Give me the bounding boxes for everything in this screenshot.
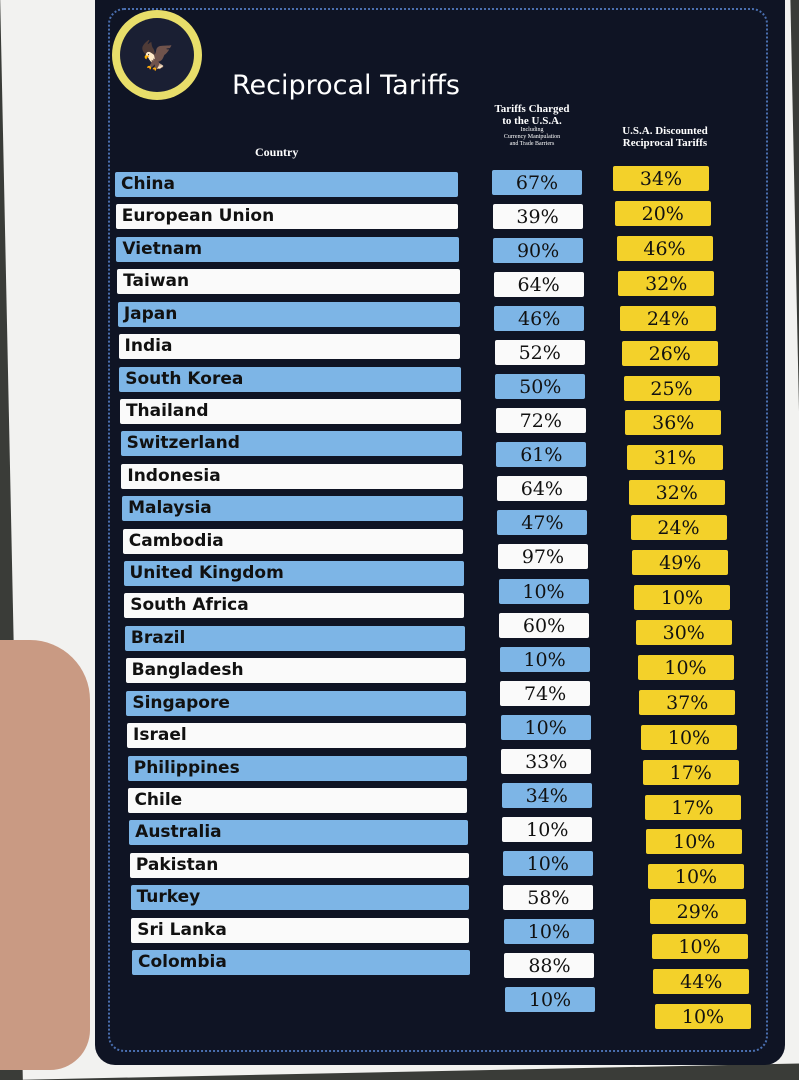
- country-cell: Sri Lanka: [131, 917, 470, 943]
- charged-cell: 72%: [495, 408, 586, 434]
- charged-cell: 39%: [492, 204, 583, 230]
- charged-cell: 67%: [492, 170, 582, 195]
- charged-cell: 50%: [495, 374, 586, 400]
- country-cell: Vietnam: [116, 236, 459, 262]
- charged-cell: 64%: [496, 476, 587, 502]
- discounted-cell: 10%: [651, 934, 748, 960]
- discounted-cell: 24%: [630, 515, 727, 541]
- charged-cell: 10%: [500, 714, 591, 740]
- charged-cell: 90%: [493, 238, 584, 264]
- charged-cell: 34%: [501, 782, 592, 808]
- country-cell: South Africa: [124, 593, 465, 619]
- discounted-cell: 10%: [646, 829, 743, 855]
- presidential-seal-icon: 🦅: [112, 10, 202, 100]
- country-cell: Thailand: [119, 398, 462, 424]
- header-discounted-line1: U.S.A. Discounted: [622, 125, 708, 137]
- discounted-cell: 30%: [635, 619, 732, 645]
- discounted-cell: 44%: [653, 969, 750, 995]
- discounted-cell: 46%: [616, 235, 713, 261]
- discounted-cell: 17%: [644, 794, 741, 820]
- header-charged-line2: to the U.S.A.: [502, 115, 562, 127]
- charged-cell: 97%: [497, 544, 588, 570]
- charged-cell: 46%: [494, 306, 585, 332]
- country-cell: Colombia: [132, 950, 470, 975]
- country-cell: Singapore: [126, 690, 466, 716]
- discounted-cell: 24%: [620, 305, 716, 331]
- charged-cell: 74%: [500, 680, 591, 706]
- country-cell: United Kingdom: [123, 561, 464, 586]
- page-title: Reciprocal Tariffs: [232, 70, 460, 101]
- country-cell: Pakistan: [129, 852, 469, 878]
- country-cell: Malaysia: [122, 496, 463, 522]
- charged-cell: 60%: [499, 612, 590, 638]
- charged-cell: 61%: [496, 442, 587, 468]
- discounted-cell: 36%: [625, 410, 722, 436]
- discounted-cell: 31%: [627, 445, 723, 471]
- discounted-cell: 10%: [634, 585, 730, 610]
- country-cell: Chile: [128, 787, 468, 813]
- country-cell: Bangladesh: [125, 658, 466, 684]
- charged-cell: 10%: [502, 816, 593, 842]
- header-discounted-line2: Reciprocal Tariffs: [622, 137, 708, 149]
- country-cell: Japan: [117, 301, 460, 327]
- eagle-icon: 🦅: [120, 18, 194, 92]
- discounted-cell: 29%: [649, 899, 746, 925]
- country-cell: Australia: [129, 820, 468, 846]
- header-charged: Tariffs Charged to the U.S.A. Including …: [482, 103, 582, 148]
- header-country: Country: [255, 145, 299, 159]
- discounted-cell: 20%: [614, 200, 711, 226]
- country-cell: Switzerland: [120, 431, 462, 457]
- discounted-cell: 10%: [648, 864, 744, 890]
- charged-cell: 10%: [503, 918, 594, 944]
- charged-cell: 10%: [505, 987, 595, 1012]
- header-charged-line1: Tariffs Charged: [494, 103, 570, 115]
- charged-cell: 33%: [501, 748, 592, 774]
- discounted-cell: 34%: [613, 166, 709, 191]
- charged-cell: 10%: [498, 578, 589, 604]
- country-cell: Brazil: [124, 625, 465, 651]
- discounted-cell: 25%: [623, 375, 720, 401]
- header-charged-sub3: and Trade Barriers: [509, 141, 555, 147]
- country-cell: India: [118, 334, 461, 360]
- discounted-cell: 32%: [618, 270, 715, 296]
- hand: [0, 640, 90, 1070]
- charged-cell: 58%: [503, 884, 594, 910]
- charged-cell: 52%: [494, 340, 585, 366]
- discounted-cell: 32%: [628, 480, 725, 506]
- country-cell: China: [115, 172, 458, 197]
- header-charged-sub1: Including: [520, 127, 544, 133]
- discounted-cell: 37%: [639, 689, 736, 715]
- country-cell: Turkey: [130, 885, 469, 911]
- discounted-cell: 17%: [642, 759, 739, 785]
- header-charged-sub2: Currency Manipulation: [503, 134, 561, 140]
- country-cell: South Korea: [119, 366, 461, 392]
- discounted-cell: 49%: [632, 550, 729, 576]
- discounted-cell: 26%: [621, 340, 718, 366]
- country-cell: Philippines: [127, 755, 467, 781]
- discounted-cell: 10%: [641, 724, 737, 750]
- country-cell: Cambodia: [122, 528, 464, 554]
- country-cell: Israel: [127, 723, 467, 749]
- charged-cell: 10%: [502, 850, 593, 876]
- charged-cell: 64%: [493, 272, 584, 298]
- charged-cell: 10%: [499, 646, 590, 672]
- country-cell: Indonesia: [121, 463, 463, 489]
- charged-cell: 47%: [497, 510, 588, 536]
- header-discounted: U.S.A. Discounted Reciprocal Tariffs: [600, 125, 730, 149]
- dotted-frame: [108, 8, 768, 1052]
- discounted-cell: 10%: [655, 1004, 751, 1029]
- country-cell: Taiwan: [117, 269, 460, 295]
- charged-cell: 88%: [504, 952, 595, 978]
- discounted-cell: 10%: [637, 654, 734, 680]
- country-cell: European Union: [115, 204, 459, 230]
